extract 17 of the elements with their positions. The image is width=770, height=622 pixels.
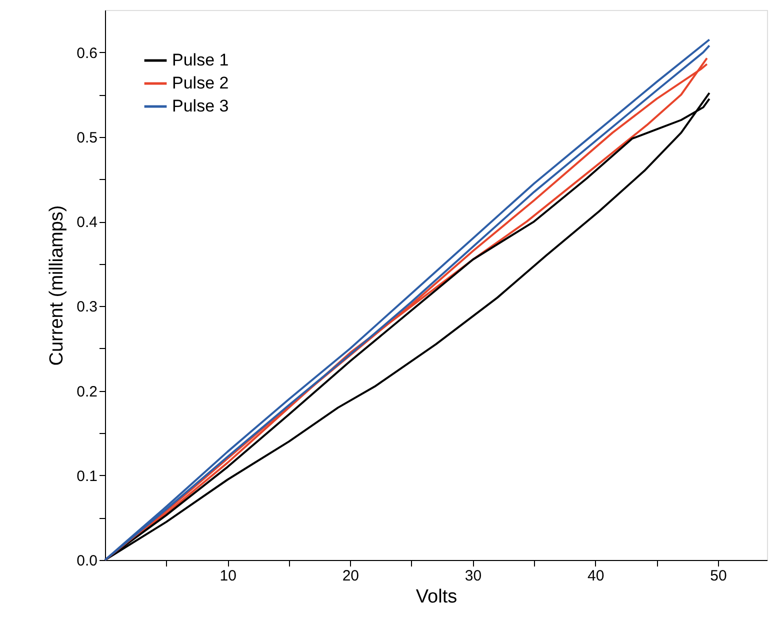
x-tick-label: 20	[342, 568, 360, 584]
legend-label: Pulse 1	[172, 50, 229, 70]
y-tick-label: 0.3	[76, 298, 98, 316]
y-tick-label: 0.2	[76, 383, 98, 400]
y-tick-label: 0.0	[76, 552, 98, 570]
x-tick-label: 40	[588, 568, 604, 584]
legend-label: Pulse 2	[172, 74, 229, 92]
y-axis-title: Current (milliamps)	[46, 205, 68, 366]
y-tick-label: 0.4	[76, 214, 98, 232]
legend-label: Pulse 3	[172, 96, 229, 116]
x-tick-label: 50	[710, 568, 727, 584]
y-tick-label: 0.1	[76, 468, 98, 485]
x-tick-label: 30	[464, 568, 482, 584]
y-tick-label: 0.5	[76, 129, 98, 146]
x-tick-label: 10	[220, 568, 236, 584]
y-tick-label: 0.6	[76, 44, 98, 62]
x-axis-title: Volts	[416, 586, 458, 608]
